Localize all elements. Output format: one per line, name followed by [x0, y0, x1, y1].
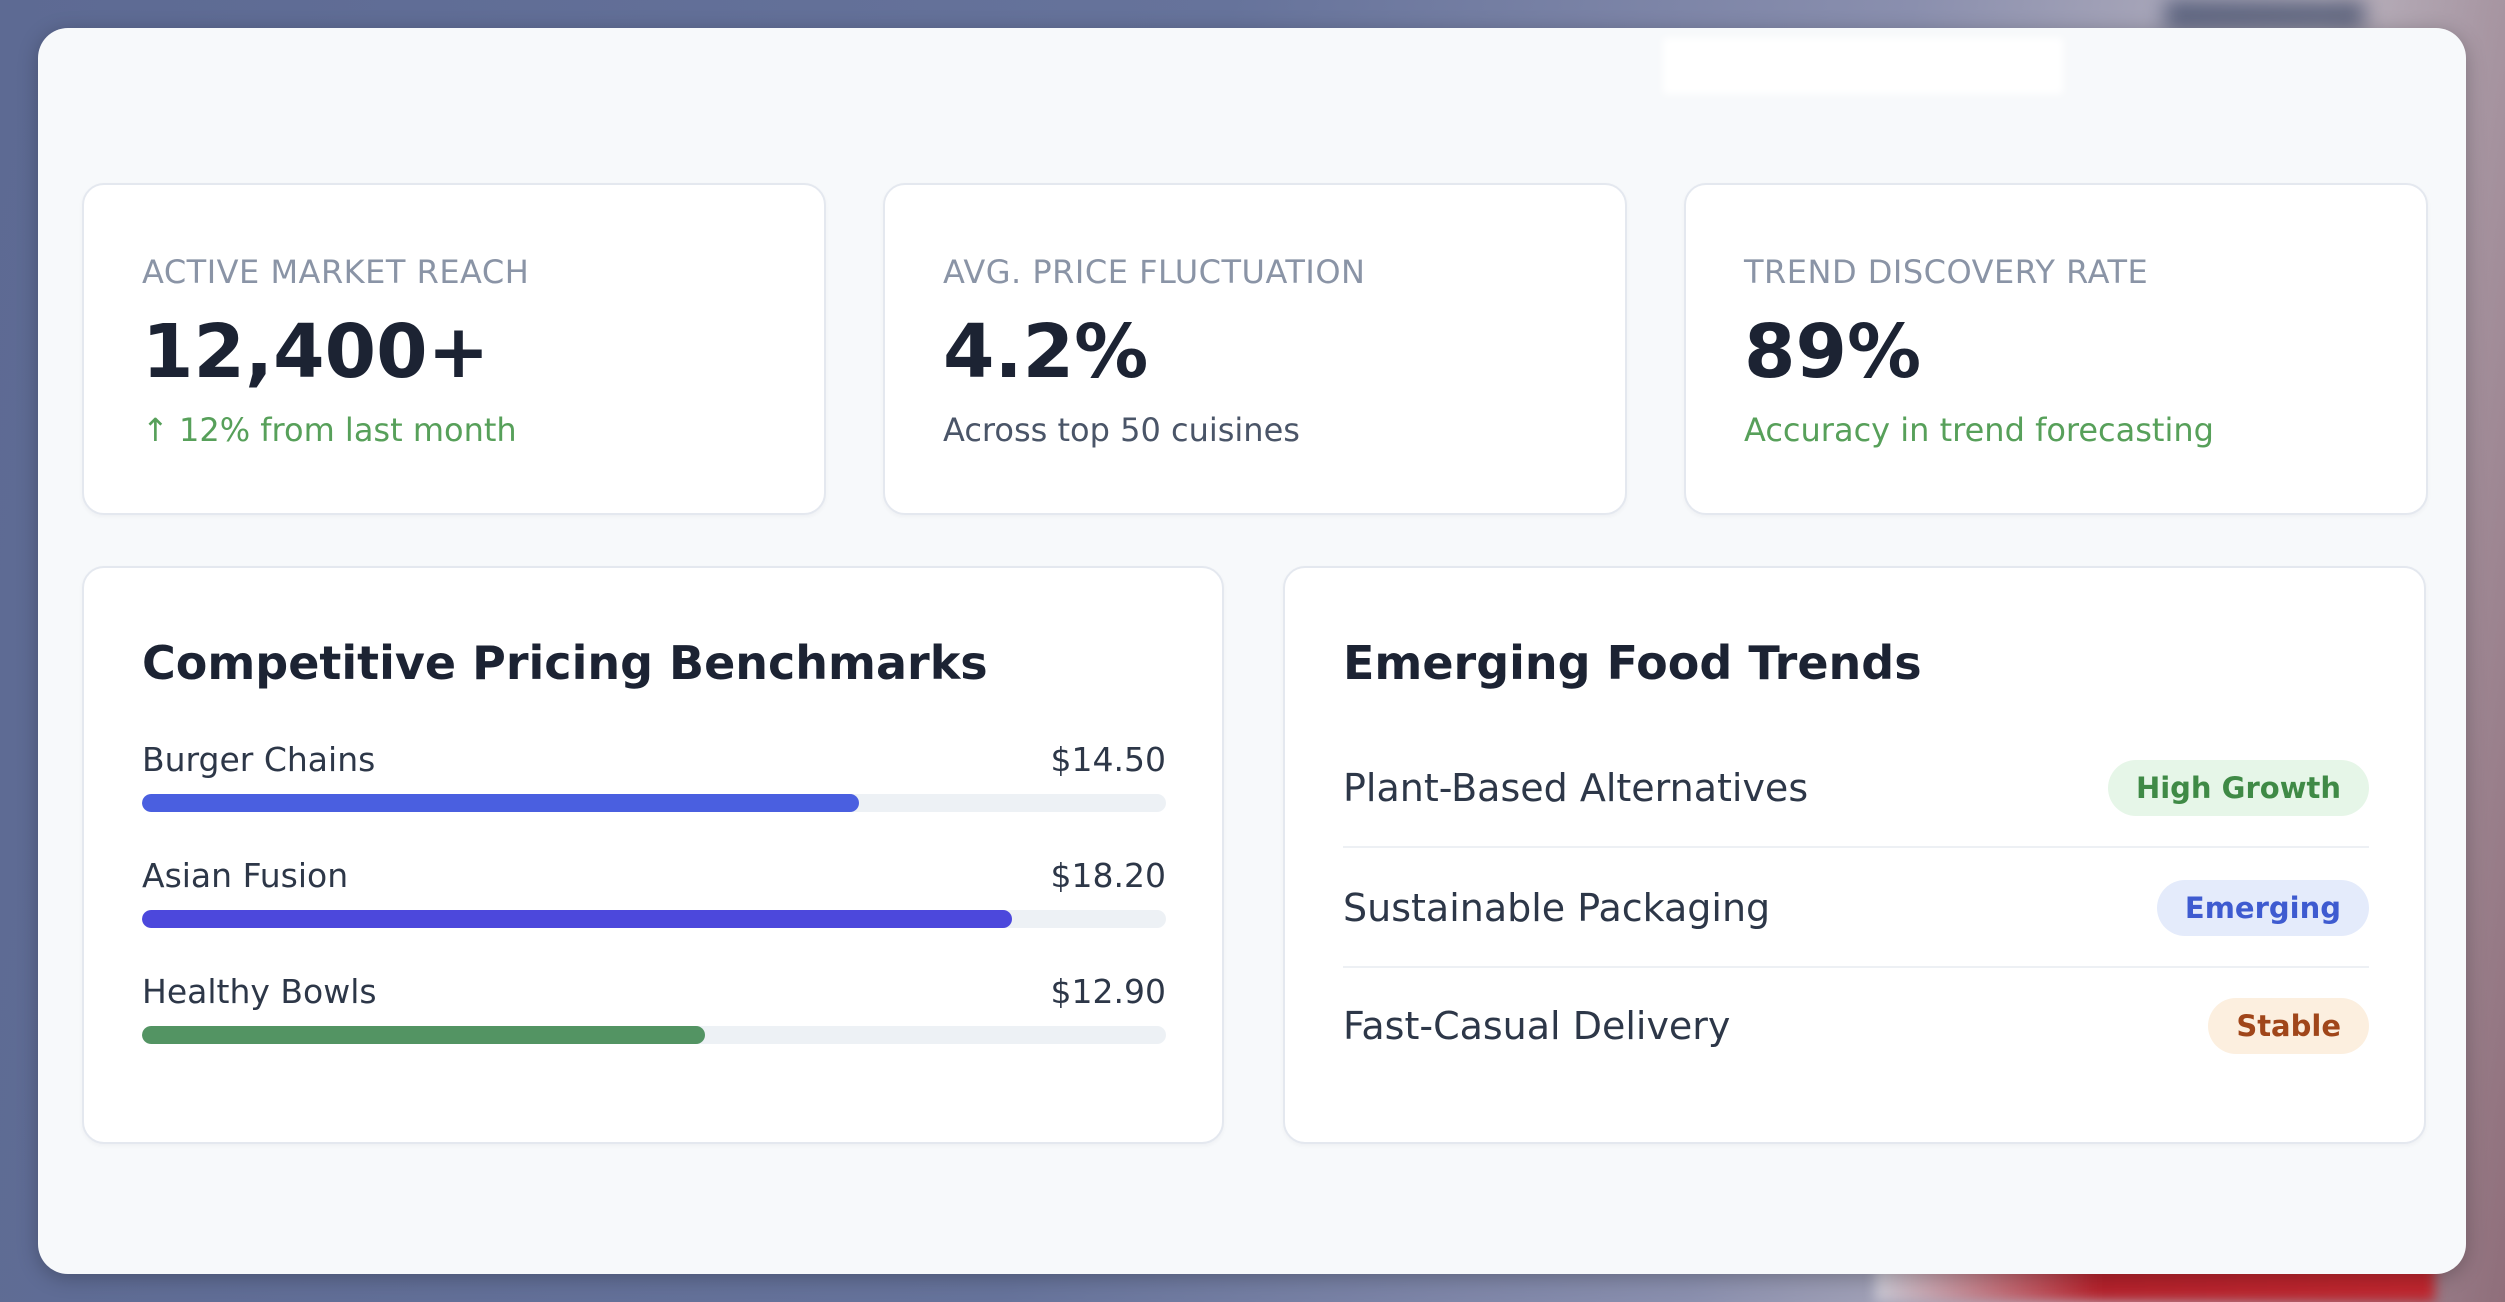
benchmark-price: $18.20 — [1050, 856, 1166, 895]
trend-name: Fast-Casual Delivery — [1343, 1004, 1731, 1048]
trend-status-badge: Stable — [2208, 998, 2369, 1054]
trend-name: Plant-Based Alternatives — [1343, 766, 1809, 810]
section-title: Emerging Food Trends — [1343, 636, 1922, 690]
benchmark-row: Burger Chains $14.50 — [142, 740, 1166, 820]
benchmark-bar-fill — [142, 910, 1013, 928]
benchmark-bar-track — [142, 794, 1166, 812]
trend-row: Sustainable Packaging Emerging — [1343, 848, 2369, 968]
trend-status-badge: Emerging — [2156, 880, 2369, 936]
benchmark-name: Asian Fusion — [142, 856, 349, 895]
stat-card-trend-discovery: TREND DISCOVERY RATE 89% Accuracy in tre… — [1684, 183, 2428, 515]
stat-card-price-fluctuation: AVG. PRICE FLUCTUATION 4.2% Across top 5… — [883, 183, 1627, 515]
section-title: Competitive Pricing Benchmarks — [142, 636, 988, 690]
trend-row: Plant-Based Alternatives High Growth — [1343, 728, 2369, 848]
stat-change: ↑ 12% from last month — [142, 411, 517, 449]
stat-value: 12,400+ — [142, 309, 490, 395]
pricing-benchmarks-card: Competitive Pricing Benchmarks Burger Ch… — [82, 566, 1224, 1144]
stat-description: Accuracy in trend forecasting — [1744, 411, 2214, 449]
benchmark-price: $14.50 — [1050, 740, 1166, 779]
benchmark-price: $12.90 — [1050, 972, 1166, 1011]
panel-highlight — [1663, 38, 2063, 94]
stat-card-market-reach: ACTIVE MARKET REACH 12,400+ ↑ 12% from l… — [82, 183, 826, 515]
trend-status-badge: High Growth — [2107, 760, 2369, 816]
benchmark-name: Healthy Bowls — [142, 972, 377, 1011]
benchmark-row: Healthy Bowls $12.90 — [142, 972, 1166, 1052]
benchmark-row: Asian Fusion $18.20 — [142, 856, 1166, 936]
dashboard-panel: ACTIVE MARKET REACH 12,400+ ↑ 12% from l… — [38, 28, 2466, 1274]
stat-label: ACTIVE MARKET REACH — [142, 253, 530, 291]
trend-row: Fast-Casual Delivery Stable — [1343, 966, 2369, 1084]
benchmark-bar-fill — [142, 794, 859, 812]
benchmark-bar-track — [142, 1026, 1166, 1044]
trend-name: Sustainable Packaging — [1343, 886, 1771, 930]
benchmark-bar-track — [142, 910, 1166, 928]
stat-label: AVG. PRICE FLUCTUATION — [943, 253, 1366, 291]
emerging-trends-card: Emerging Food Trends Plant-Based Alterna… — [1283, 566, 2426, 1144]
stat-value: 89% — [1744, 309, 1922, 395]
stat-description: Across top 50 cuisines — [943, 411, 1300, 449]
stat-value: 4.2% — [943, 309, 1149, 395]
background-shape — [2165, 0, 2365, 30]
stat-label: TREND DISCOVERY RATE — [1744, 253, 2149, 291]
benchmark-bar-fill — [142, 1026, 706, 1044]
benchmark-name: Burger Chains — [142, 740, 376, 779]
